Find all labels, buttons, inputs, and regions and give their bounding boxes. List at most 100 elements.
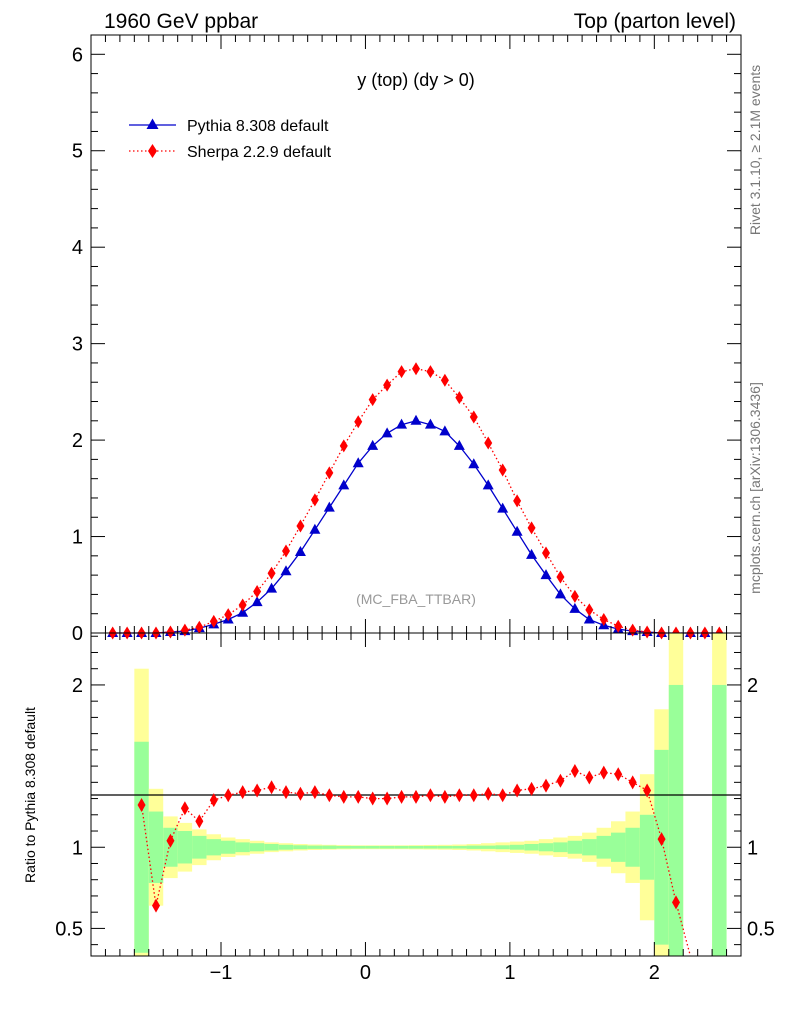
ratio-sherpa-point xyxy=(440,789,449,804)
stat-uncertainty-band xyxy=(437,845,453,849)
stat-uncertainty-band xyxy=(509,844,525,850)
stat-uncertainty-band xyxy=(524,844,539,851)
ratio-sherpa-point xyxy=(498,788,507,803)
sherpa-point xyxy=(440,373,449,387)
stat-uncertainty-band xyxy=(336,845,351,849)
pythia-point xyxy=(554,588,566,599)
ratio-sherpa-point xyxy=(397,789,406,804)
ratio-sherpa-point xyxy=(325,788,334,803)
stat-uncertainty-band xyxy=(582,839,597,856)
pythia-point xyxy=(309,523,321,534)
sherpa-point xyxy=(339,439,348,453)
stat-uncertainty-band xyxy=(668,684,684,956)
sherpa-point xyxy=(354,415,363,429)
ratio-sherpa-point xyxy=(455,788,464,803)
sherpa-point xyxy=(224,608,233,622)
ratio-y-tick-label: 0.5 xyxy=(55,918,83,940)
stat-uncertainty-band xyxy=(134,741,149,953)
stat-uncertainty-band xyxy=(408,845,424,849)
pythia-point xyxy=(410,414,422,425)
pythia-point xyxy=(280,565,292,576)
pythia-point xyxy=(424,418,436,429)
sherpa-point xyxy=(397,365,406,379)
x-tick-label: 0 xyxy=(360,962,371,984)
ratio-y-tick-label: 1 xyxy=(72,837,83,859)
ratio-series-line-sherpa xyxy=(140,770,692,957)
pythia-point xyxy=(237,606,249,617)
pythia-point xyxy=(526,548,538,559)
sherpa-point xyxy=(383,378,392,392)
ratio-y-axis: 0.5 0.5 1 1 2 2 xyxy=(55,635,775,946)
mcplots-label: mcplots.cern.ch [arXiv:1306.3436] xyxy=(747,382,763,594)
stat-uncertainty-band xyxy=(712,684,727,956)
sherpa-point xyxy=(513,494,522,508)
pythia-point xyxy=(569,602,581,613)
pythia-point xyxy=(251,596,263,607)
sherpa-point xyxy=(296,519,305,533)
ratio-sherpa-point xyxy=(412,789,420,804)
pythia-point xyxy=(468,458,480,469)
ratio-sherpa-point xyxy=(657,832,666,847)
stat-uncertainty-band xyxy=(264,844,279,851)
ratio-x-axis: −1 0 1 2 xyxy=(104,633,742,984)
ratio-sherpa-point xyxy=(180,801,189,816)
legend-sherpa-label: Sherpa 2.2.9 default xyxy=(187,144,332,161)
pythia-point xyxy=(396,418,408,429)
stat-uncertainty-band xyxy=(278,844,294,850)
ratio-sherpa-point xyxy=(282,785,290,800)
legend-sherpa-marker xyxy=(148,144,157,158)
ratio-sherpa-point xyxy=(556,773,565,788)
x-tick-label: −1 xyxy=(210,962,233,984)
stat-uncertainty-band xyxy=(148,811,164,883)
sherpa-point xyxy=(556,570,565,584)
sherpa-point xyxy=(527,521,536,535)
ratio-y-tick-label: 2 xyxy=(72,675,83,697)
stat-uncertainty-band xyxy=(596,835,611,859)
sherpa-point xyxy=(484,436,493,450)
x-tick-label: 2 xyxy=(649,962,660,984)
sherpa-point xyxy=(310,493,319,507)
ratio-sherpa-point xyxy=(628,775,637,790)
stat-uncertainty-band xyxy=(466,845,481,849)
stat-uncertainty-band xyxy=(639,814,655,880)
pythia-point xyxy=(266,582,278,593)
ratio-sherpa-point xyxy=(383,791,392,806)
ratio-sherpa-point xyxy=(542,778,550,793)
stat-uncertainty-band xyxy=(394,845,409,849)
sherpa-point xyxy=(209,614,218,628)
top-y-tick-label: 0 xyxy=(72,623,83,645)
stat-uncertainty-band xyxy=(307,845,323,849)
pythia-point xyxy=(583,613,595,624)
x-tick-label: 1 xyxy=(504,962,515,984)
ratio-sherpa-point xyxy=(224,788,233,803)
stat-uncertainty-band xyxy=(379,845,395,849)
pythia-point xyxy=(511,525,523,536)
top-y-tick-label: 3 xyxy=(72,334,83,356)
stat-uncertainty-band xyxy=(293,845,308,850)
ratio-sherpa-point xyxy=(310,785,319,800)
ratio-y-axis-label: Ratio to Pythia 8.308 default xyxy=(22,707,38,883)
stat-uncertainty-band xyxy=(365,845,380,849)
rivet-label: Rivet 3.1.10, ≥ 2.1M events xyxy=(747,65,763,235)
pythia-point xyxy=(367,439,379,450)
stat-uncertainty-band xyxy=(221,840,236,854)
top-y-tick-label: 5 xyxy=(72,141,83,163)
pythia-point xyxy=(497,502,509,513)
stat-uncertainty-band xyxy=(495,845,510,850)
ratio-sherpa-point xyxy=(643,783,652,798)
ratio-sherpa-point xyxy=(296,786,305,801)
ratio-panel: 0.5 0.5 1 1 2 2 −1 0 1 2 Ratio to Pythia 8.308 d… xyxy=(22,632,775,984)
legend-entry-sherpa: Sherpa 2.2.9 default xyxy=(129,144,332,161)
sherpa-point xyxy=(166,625,175,639)
ratio-y-tick-label-right: 2 xyxy=(747,675,758,697)
ratio-sherpa-point xyxy=(672,895,680,910)
pythia-point xyxy=(439,425,451,436)
ratio-sherpa-point xyxy=(152,898,160,913)
top-y-tick-label: 4 xyxy=(72,237,83,259)
stat-uncertainty-band xyxy=(481,845,496,849)
sherpa-point xyxy=(325,466,334,480)
sherpa-point xyxy=(238,598,247,612)
pythia-point xyxy=(352,457,364,468)
